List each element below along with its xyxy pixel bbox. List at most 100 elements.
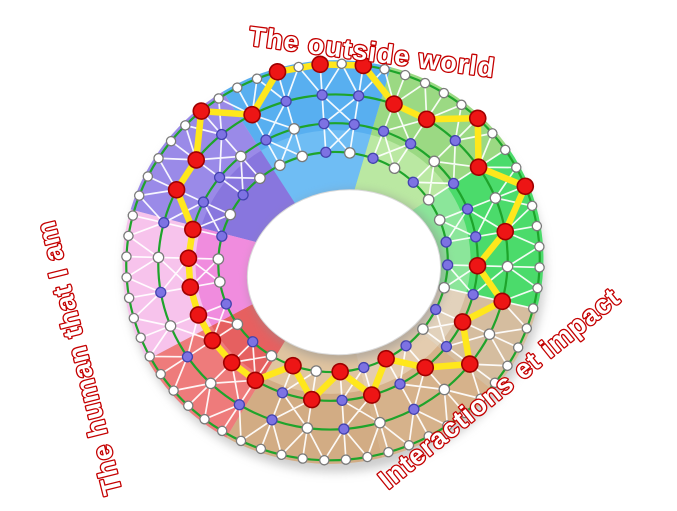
level-node-purple[interactable] bbox=[336, 394, 348, 407]
rim-node[interactable] bbox=[235, 435, 247, 447]
level-node-white[interactable] bbox=[438, 281, 451, 294]
rim-node[interactable] bbox=[123, 230, 134, 242]
level-node-purple[interactable] bbox=[316, 89, 328, 101]
selected-node[interactable] bbox=[331, 362, 350, 381]
selected-node[interactable] bbox=[181, 278, 200, 297]
level-node-white[interactable] bbox=[254, 172, 266, 185]
level-node-white[interactable] bbox=[213, 276, 226, 288]
rim-node[interactable] bbox=[255, 443, 267, 455]
level-node-white[interactable] bbox=[428, 155, 441, 168]
selected-node[interactable] bbox=[354, 56, 373, 75]
level-node-purple[interactable] bbox=[408, 403, 420, 415]
selected-node[interactable] bbox=[469, 158, 488, 177]
rim-node[interactable] bbox=[456, 99, 467, 111]
selected-node[interactable] bbox=[417, 110, 436, 129]
level-node-purple[interactable] bbox=[213, 171, 226, 184]
level-node-purple[interactable] bbox=[216, 230, 228, 242]
level-node-white[interactable] bbox=[204, 377, 217, 390]
level-node-purple[interactable] bbox=[353, 90, 365, 102]
level-node-purple[interactable] bbox=[247, 336, 259, 348]
level-node-white[interactable] bbox=[310, 365, 323, 377]
selected-node[interactable] bbox=[362, 386, 382, 405]
level-node-purple[interactable] bbox=[470, 231, 482, 243]
rim-node[interactable] bbox=[475, 393, 486, 404]
level-node-white[interactable] bbox=[433, 214, 446, 226]
level-node-white[interactable] bbox=[422, 193, 435, 206]
rim-node[interactable] bbox=[487, 128, 498, 139]
level-node-purple[interactable] bbox=[467, 288, 479, 301]
level-node-white[interactable] bbox=[274, 159, 286, 172]
level-node-white[interactable] bbox=[438, 383, 451, 396]
rim-node[interactable] bbox=[121, 251, 132, 262]
level-node-white[interactable] bbox=[417, 323, 429, 335]
level-node-purple[interactable] bbox=[358, 361, 370, 374]
level-node-white[interactable] bbox=[224, 208, 237, 221]
rim-node[interactable] bbox=[153, 152, 164, 164]
rim-node[interactable] bbox=[489, 377, 501, 389]
selected-node[interactable] bbox=[243, 105, 262, 124]
rim-node[interactable] bbox=[340, 454, 352, 465]
rim-node[interactable] bbox=[155, 368, 167, 380]
rim-node[interactable] bbox=[403, 440, 415, 451]
selected-node[interactable] bbox=[268, 63, 287, 82]
rim-node[interactable] bbox=[423, 431, 434, 442]
rim-node[interactable] bbox=[526, 200, 538, 212]
rim-node[interactable] bbox=[319, 454, 330, 466]
rim-node[interactable] bbox=[532, 282, 543, 294]
rim-node[interactable] bbox=[293, 61, 304, 73]
level-node-purple[interactable] bbox=[367, 152, 379, 164]
rim-node[interactable] bbox=[121, 272, 132, 283]
level-node-purple[interactable] bbox=[233, 399, 246, 411]
selected-node[interactable] bbox=[416, 358, 435, 377]
rim-node[interactable] bbox=[419, 77, 431, 89]
level-node-purple[interactable] bbox=[197, 196, 210, 208]
selected-node[interactable] bbox=[496, 222, 515, 241]
selected-node[interactable] bbox=[385, 95, 404, 114]
selected-node[interactable] bbox=[246, 371, 265, 390]
selected-node[interactable] bbox=[377, 349, 396, 368]
rim-node[interactable] bbox=[442, 420, 453, 431]
level-node-white[interactable] bbox=[231, 318, 244, 331]
rim-node[interactable] bbox=[362, 451, 373, 463]
rim-node[interactable] bbox=[527, 303, 539, 314]
level-node-purple[interactable] bbox=[158, 217, 170, 229]
level-node-purple[interactable] bbox=[216, 128, 228, 141]
selected-node[interactable] bbox=[311, 55, 330, 74]
rim-node[interactable] bbox=[399, 69, 411, 81]
level-node-purple[interactable] bbox=[320, 146, 332, 158]
rim-node[interactable] bbox=[144, 351, 155, 362]
level-node-white[interactable] bbox=[152, 251, 165, 264]
level-node-white[interactable] bbox=[212, 253, 225, 265]
selected-node[interactable] bbox=[184, 220, 203, 239]
rim-node[interactable] bbox=[534, 262, 545, 273]
level-node-purple[interactable] bbox=[440, 236, 452, 248]
rim-node[interactable] bbox=[438, 87, 450, 99]
rim-node[interactable] bbox=[297, 453, 308, 464]
rim-node[interactable] bbox=[511, 162, 522, 173]
rim-node[interactable] bbox=[165, 135, 177, 147]
rim-node[interactable] bbox=[336, 58, 347, 70]
rim-node[interactable] bbox=[180, 120, 191, 131]
level-node-purple[interactable] bbox=[404, 138, 417, 150]
level-node-purple[interactable] bbox=[260, 134, 272, 146]
level-node-purple[interactable] bbox=[400, 340, 412, 352]
level-node-purple[interactable] bbox=[449, 134, 461, 147]
rim-node[interactable] bbox=[123, 292, 135, 304]
level-node-purple[interactable] bbox=[155, 286, 167, 299]
level-node-white[interactable] bbox=[235, 150, 247, 163]
level-node-purple[interactable] bbox=[280, 95, 292, 108]
selected-node[interactable] bbox=[468, 109, 487, 128]
rim-node[interactable] bbox=[216, 425, 228, 437]
level-node-white[interactable] bbox=[301, 422, 314, 434]
selected-node[interactable] bbox=[189, 306, 208, 325]
rim-node[interactable] bbox=[521, 323, 533, 334]
selected-node[interactable] bbox=[493, 292, 512, 311]
rim-node[interactable] bbox=[512, 342, 524, 353]
rim-node[interactable] bbox=[127, 210, 139, 221]
level-node-purple[interactable] bbox=[220, 298, 232, 310]
selected-node[interactable] bbox=[302, 390, 321, 409]
level-node-purple[interactable] bbox=[442, 259, 454, 271]
level-node-white[interactable] bbox=[164, 320, 177, 332]
rim-node[interactable] bbox=[499, 144, 511, 156]
selected-node[interactable] bbox=[203, 331, 222, 350]
